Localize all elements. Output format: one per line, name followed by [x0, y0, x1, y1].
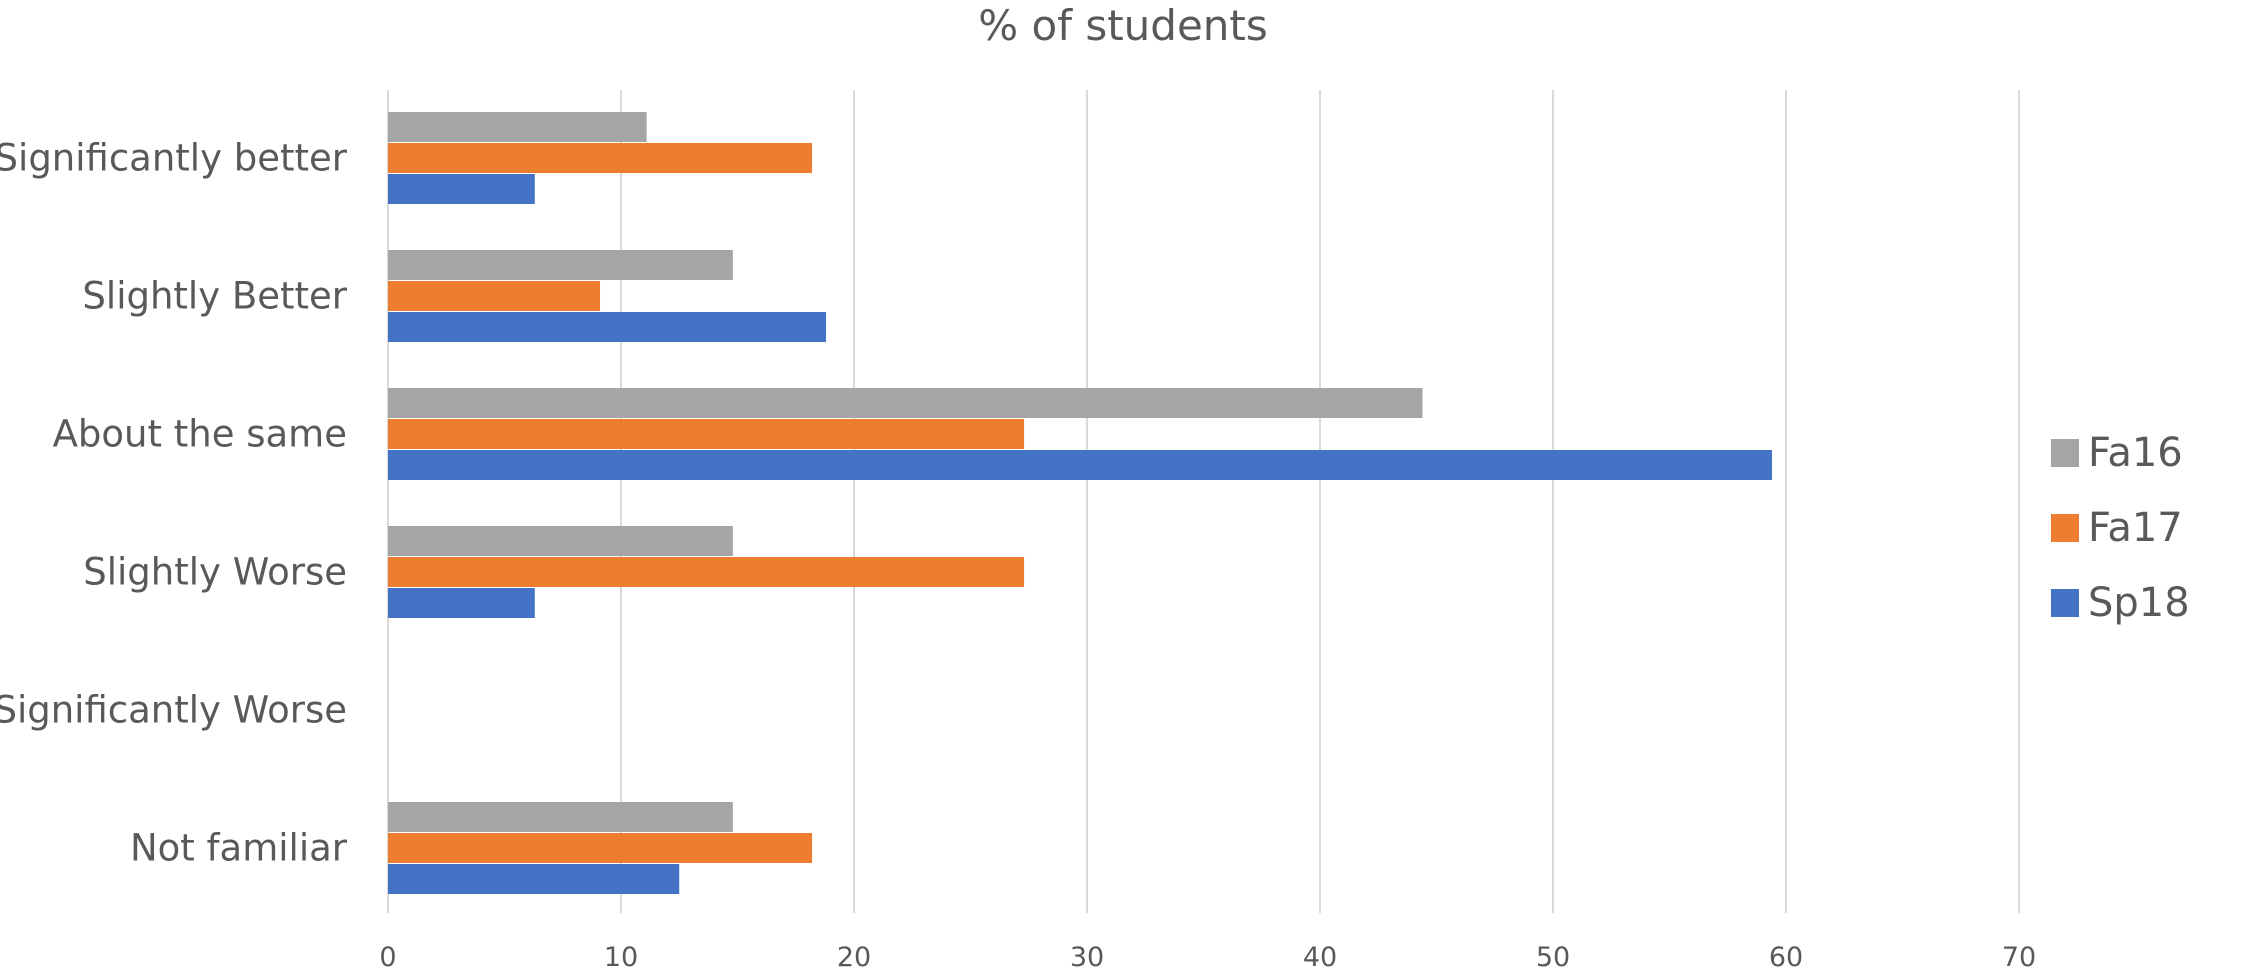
- bar-sp18: [388, 312, 827, 342]
- category-label: Slightly Better: [82, 275, 347, 318]
- x-tick-label: 50: [1536, 942, 1570, 968]
- bar-fa16: [388, 250, 733, 280]
- legend-item-fa17: Fa17: [2051, 505, 2183, 551]
- legend-swatch: [2051, 514, 2079, 542]
- x-tick-label: 30: [1070, 942, 1104, 968]
- bar-fa16: [388, 388, 1423, 418]
- x-tick-label: 60: [1769, 942, 1803, 968]
- bars: [388, 112, 1773, 894]
- legend-label: Fa16: [2088, 430, 2183, 476]
- chart-title: % of students: [978, 1, 1268, 50]
- bar-fa16: [388, 526, 733, 556]
- bar-fa17: [388, 281, 601, 311]
- bar-sp18: [388, 864, 680, 894]
- gridlines: [387, 90, 2020, 913]
- category-label: Significantly Worse: [0, 689, 347, 732]
- category-label: Slightly Worse: [83, 551, 347, 594]
- legend-label: Fa17: [2088, 505, 2183, 551]
- category-label: About the same: [53, 413, 347, 456]
- bar-sp18: [388, 450, 1773, 480]
- x-tick-label: 40: [1303, 942, 1337, 968]
- x-tick-label: 20: [837, 942, 871, 968]
- x-tick-labels: 0 10 20 30 40 50 60 70: [379, 942, 2036, 968]
- bar-fa16: [388, 802, 733, 832]
- bar-fa17: [388, 557, 1025, 587]
- legend-label: Sp18: [2088, 580, 2190, 626]
- bar-fa17: [388, 419, 1025, 449]
- bar-sp18: [388, 174, 535, 204]
- legend-swatch: [2051, 439, 2079, 467]
- legend-item-fa16: Fa16: [2051, 430, 2183, 476]
- bar-sp18: [388, 588, 535, 618]
- legend-swatch: [2051, 589, 2079, 617]
- legend-item-sp18: Sp18: [2051, 580, 2190, 626]
- bar-fa16: [388, 112, 647, 142]
- category-label: Significantly better: [0, 137, 348, 180]
- category-labels: Significantly better Slightly Better About…: [0, 137, 348, 870]
- category-label: Not familiar: [130, 827, 348, 870]
- x-tick-label: 10: [604, 942, 638, 968]
- x-tick-label: 0: [379, 942, 396, 968]
- x-tick-label: 70: [2002, 942, 2036, 968]
- bar-fa17: [388, 143, 813, 173]
- legend: Fa16 Fa17 Sp18: [2051, 430, 2190, 626]
- bar-fa17: [388, 833, 813, 863]
